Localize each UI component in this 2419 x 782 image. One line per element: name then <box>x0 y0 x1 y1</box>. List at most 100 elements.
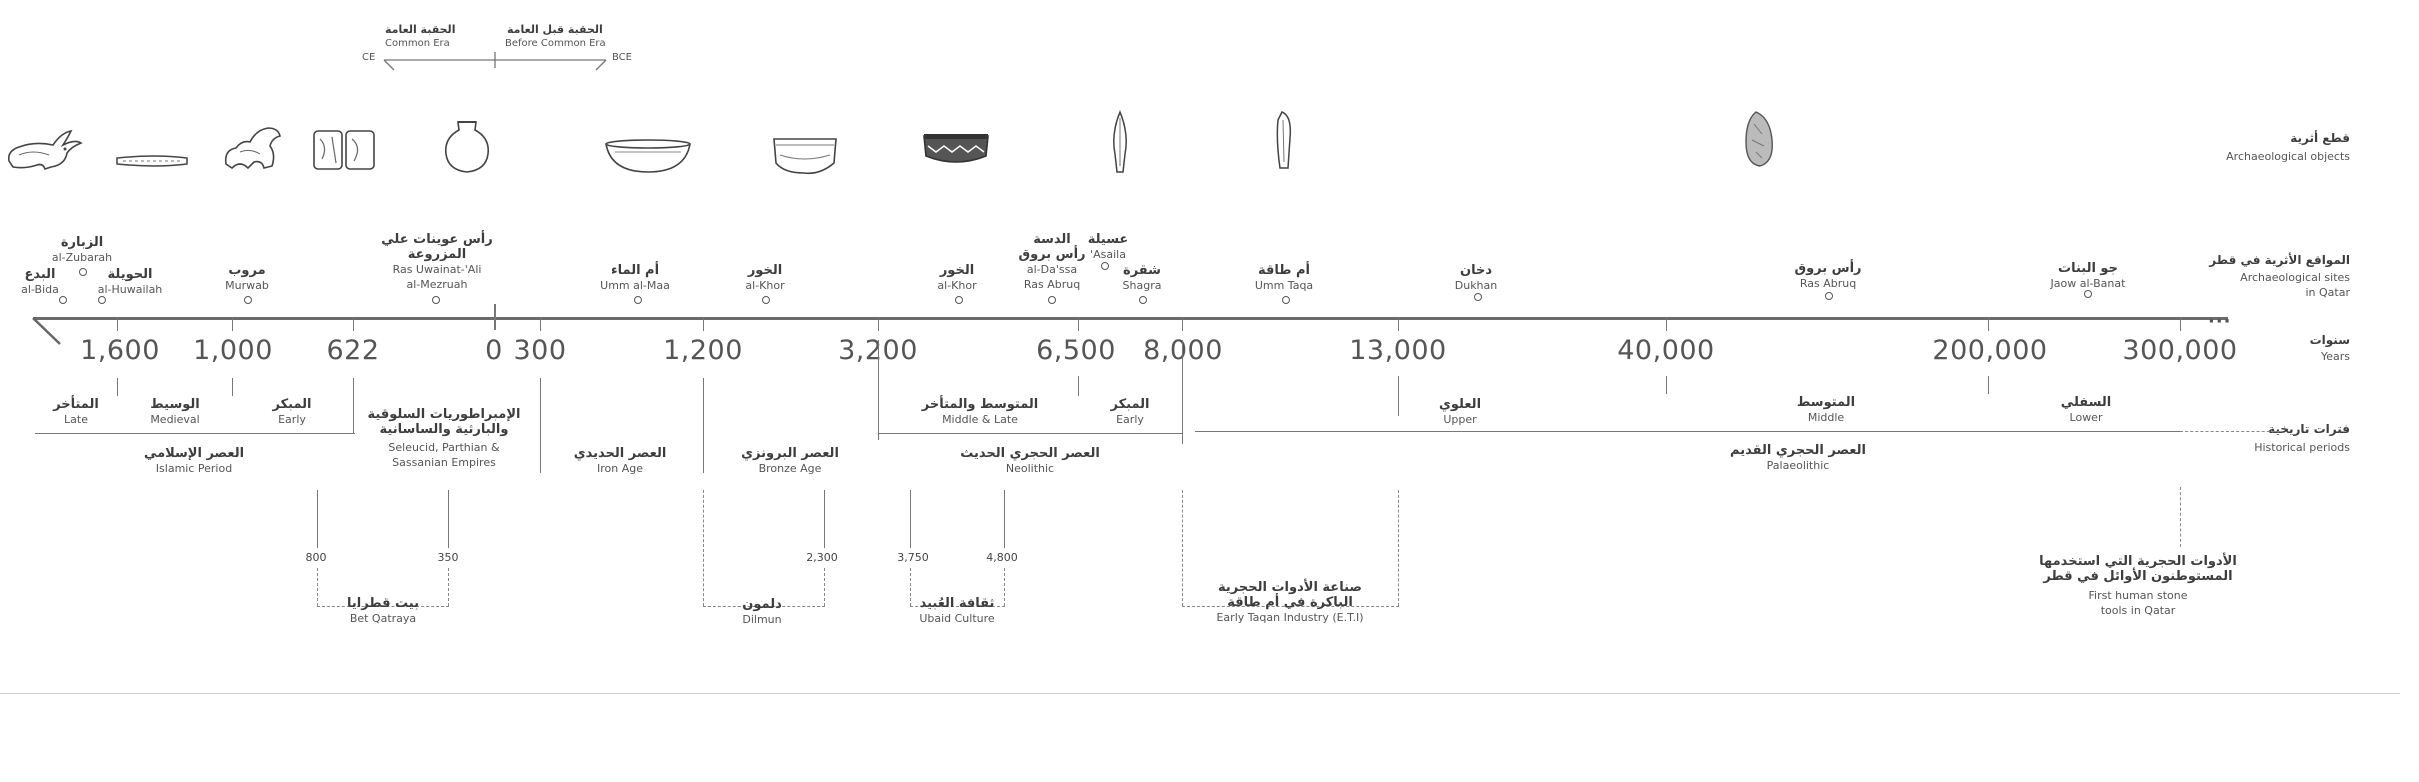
bracket-line <box>317 490 319 548</box>
palaeolithic-bar-continuation <box>2180 431 2280 432</box>
arrowhead-icon <box>1113 110 1127 173</box>
site-marker <box>762 296 770 304</box>
sub-period-bet-qatraya: بيت قطرايا Bet Qatraya <box>347 596 419 625</box>
period-divider <box>878 340 880 440</box>
year-label: 1,600 <box>80 335 160 366</box>
bet-qatraya-end: 350 <box>437 551 459 564</box>
site-marker <box>59 296 67 304</box>
year-label: 0 <box>485 335 503 366</box>
year-tick <box>1398 317 1400 331</box>
bracket-dash <box>317 568 318 606</box>
sites-label-ar: المواقع الأثرية في قطر <box>2209 253 2350 267</box>
sub-period-first-tools: الأدوات الحجرية التي استخدمها المستوطنون… <box>2039 554 2237 617</box>
bracket-line <box>824 490 826 548</box>
bracket-line <box>1004 490 1006 548</box>
dilmun-end: 2,300 <box>806 551 838 564</box>
period-divider <box>232 378 234 396</box>
period-palaeo-lower: السفلي Lower <box>2060 395 2112 424</box>
site-marker <box>98 296 106 304</box>
animal-figurine-icon <box>224 127 281 170</box>
neolithic-bar <box>878 433 1182 435</box>
islamic-period-bar <box>35 433 355 435</box>
bracket-dash <box>317 606 449 607</box>
years-label-ar: سنوات <box>2309 333 2350 347</box>
bce-code: BCE <box>612 52 632 63</box>
period-islamic-late: المتأخر Late <box>53 397 99 426</box>
site-marker <box>1048 296 1056 304</box>
period-palaeo-upper: العلوي Upper <box>1438 397 1482 426</box>
period-islamic: العصر الإسلامي Islamic Period <box>143 446 245 475</box>
period-divider <box>540 378 542 473</box>
period-divider <box>1182 340 1184 444</box>
bracket-dash <box>448 568 449 606</box>
period-neolithic-early: المبكر Early <box>1110 397 1150 426</box>
site-murwab: مروب Murwab <box>225 263 269 292</box>
bet-qatraya-start: 800 <box>305 551 327 564</box>
era-bracket <box>383 52 607 71</box>
sub-period-eti: صناعة الأدوات الحجرية الباكرة في أم طاقة… <box>1216 580 1364 624</box>
period-bronze-age: العصر البرونزي Bronze Age <box>741 446 839 475</box>
site-al-dassa: الدسة رأس بروق al-Da'ssa Ras Abruq <box>1018 232 1086 291</box>
period-iron-age: العصر الحديدي Iron Age <box>573 446 667 475</box>
before-common-era-ar: الحقبة قبل العامة <box>507 23 603 36</box>
jar-icon <box>444 121 490 173</box>
site-marker <box>79 268 87 276</box>
bracket-dash <box>1182 606 1399 607</box>
objects-label-ar: قطع أثرية <box>2290 131 2350 145</box>
site-marker <box>1474 293 1482 301</box>
bracket-line <box>448 490 450 548</box>
site-marker <box>432 296 440 304</box>
year-label: 300,000 <box>2122 335 2238 366</box>
bracket-dash <box>824 568 825 606</box>
site-al-khor-neolithic: الخور al-Khor <box>937 263 977 292</box>
period-islamic-medieval: الوسيط Medieval <box>150 397 200 426</box>
site-umm-taqa: أم طاقة Umm Taqa <box>1254 263 1314 292</box>
palaeolithic-bar <box>1195 431 2180 433</box>
bracket-dash <box>910 568 911 606</box>
year-tick <box>540 317 542 331</box>
timeline-axis <box>33 317 2228 320</box>
year-tick-zero <box>494 304 496 330</box>
painted-pottery-icon <box>923 134 989 163</box>
site-marker <box>1139 296 1147 304</box>
year-tick <box>117 317 119 331</box>
site-asaila: عسيلة 'Asaila <box>1087 232 1129 261</box>
site-al-zubarah: الزبارة al-Zubarah <box>51 235 113 264</box>
period-divider <box>353 378 355 434</box>
bracket-dash <box>1004 568 1005 606</box>
ce-code: CE <box>362 52 376 63</box>
period-divider <box>1078 376 1080 396</box>
sub-period-dilmun: دلمون Dilmun <box>742 597 782 626</box>
period-palaeo-middle: المتوسط Middle <box>1796 395 1856 424</box>
period-empires: الإمبراطوريات السلوقية والبارثية والساسا… <box>367 407 521 469</box>
year-tick <box>353 317 355 331</box>
bracket-dash <box>910 606 1005 607</box>
axis-break-mark <box>32 317 61 345</box>
site-al-bida: البدع al-Bida <box>21 267 59 296</box>
period-divider <box>117 378 119 396</box>
bracket-dash <box>1398 490 1399 606</box>
bracket-dash <box>1182 490 1183 606</box>
year-label: 200,000 <box>1932 335 2048 366</box>
site-jaow-al-banat: جو البنات Jaow al-Banat <box>2050 261 2126 290</box>
common-era-en: Common Era <box>385 38 450 49</box>
year-tick <box>1078 317 1080 331</box>
site-marker <box>2084 290 2092 298</box>
site-marker <box>1101 262 1109 270</box>
periods-label-en: Historical periods <box>2254 441 2350 454</box>
period-divider <box>1398 376 1400 416</box>
pot-fragment-icon <box>773 138 837 175</box>
site-ras-abruq: رأس بروق Ras Abruq <box>1794 261 1862 290</box>
site-al-huwailah: الحويلة al-Huwailah <box>97 267 163 296</box>
sub-period-ubaid: ثقافة العُبيد Ubaid Culture <box>919 596 995 625</box>
ubaid-end: 4,800 <box>986 551 1018 564</box>
year-tick <box>1182 317 1184 331</box>
site-marker <box>1282 296 1290 304</box>
handaxe-icon <box>1745 111 1773 167</box>
period-divider <box>1988 376 1990 394</box>
year-label: 1,200 <box>663 335 743 366</box>
years-label-en: Years <box>2320 350 2350 363</box>
axis-continuation: ··· <box>2208 311 2232 332</box>
year-tick <box>878 317 880 331</box>
carved-fragment-icon <box>313 130 375 170</box>
